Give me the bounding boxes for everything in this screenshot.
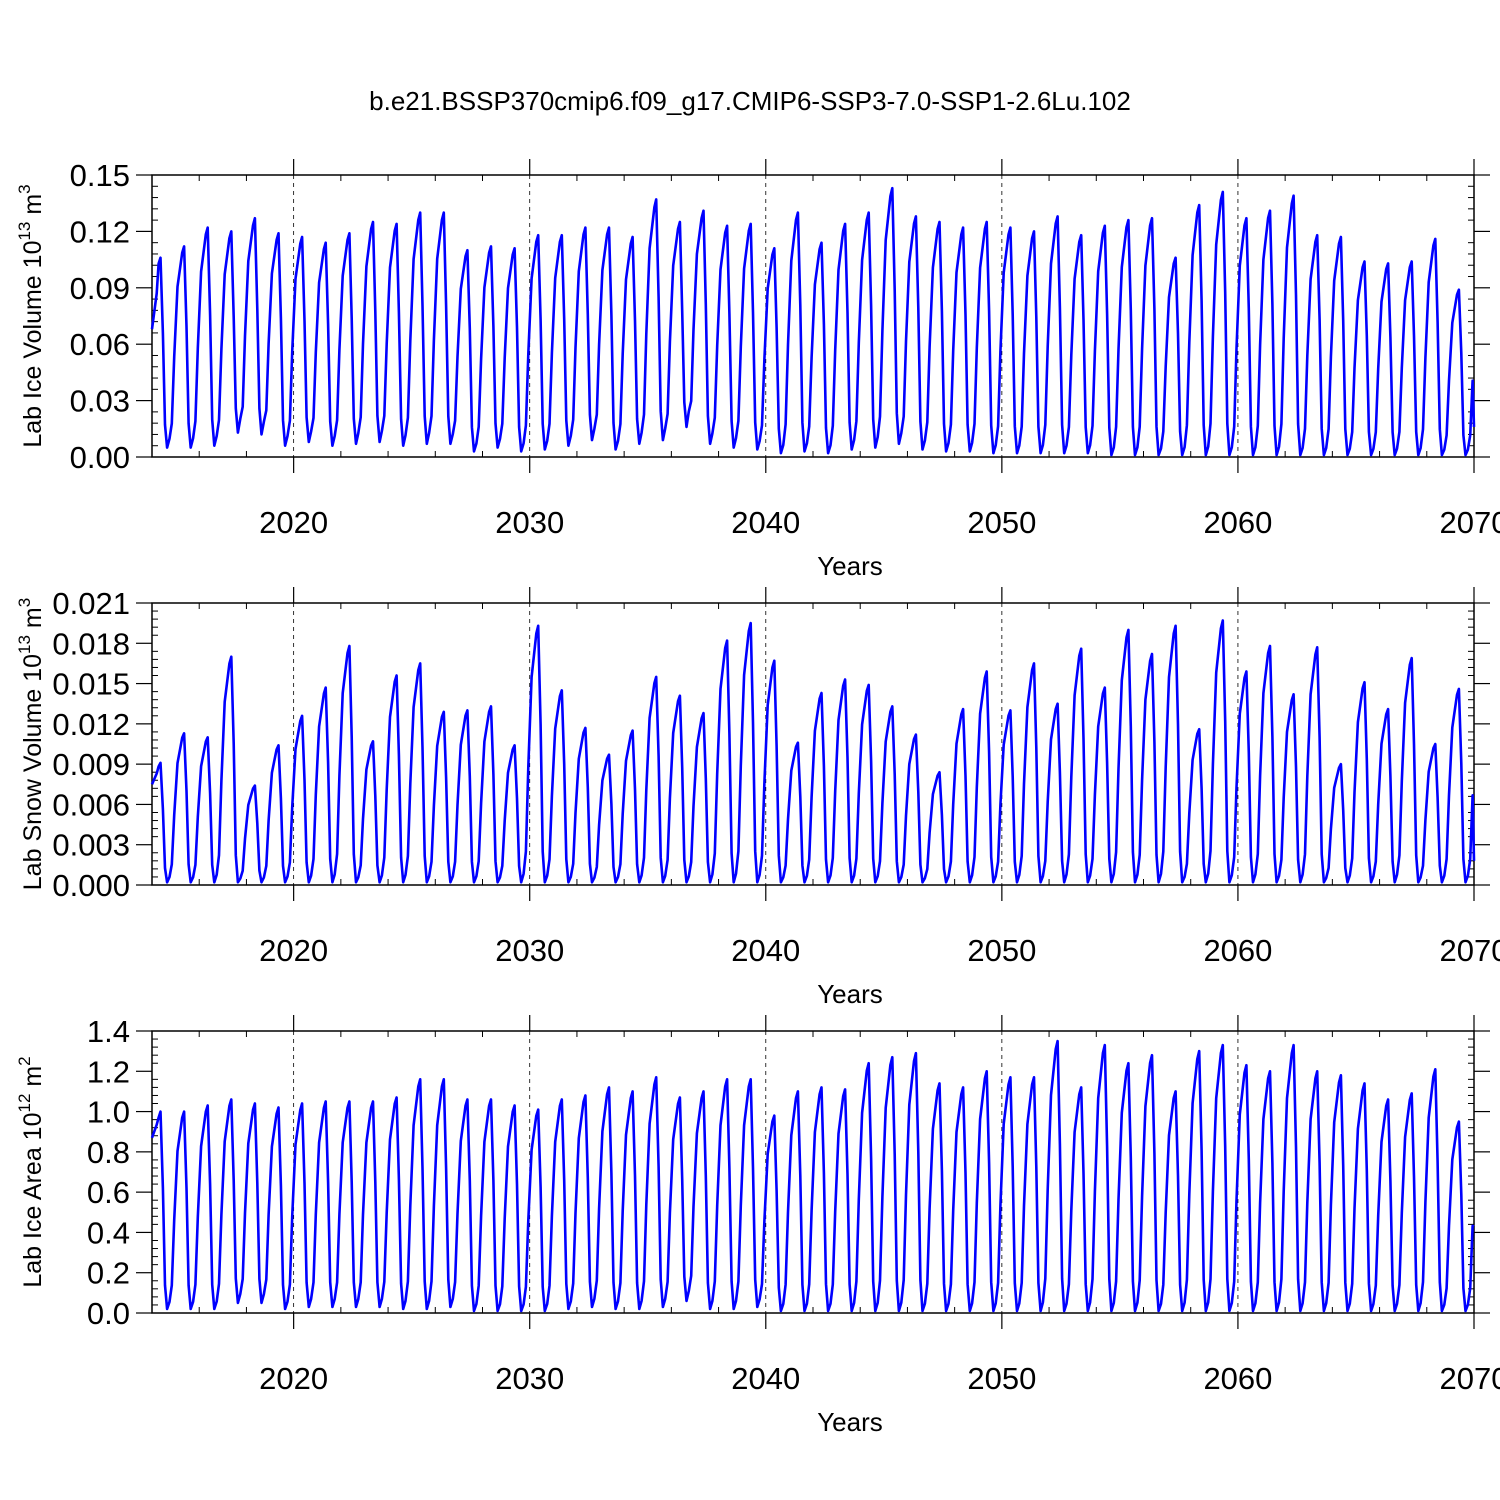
y-tick-label: 0.6 — [87, 1175, 130, 1210]
y-axis-label-text: Lab Ice Volume 10 — [19, 241, 47, 448]
x-tick-label: 2030 — [495, 505, 564, 540]
series-line-ice-volume — [150, 186, 1476, 457]
x-tick-label: 2020 — [259, 933, 328, 968]
x-tick-label: 2060 — [1203, 1361, 1272, 1396]
x-tick-label: 2040 — [731, 933, 800, 968]
y-tick-label: 0.012 — [52, 707, 130, 742]
y-axis-label-unit-exponent: 2 — [15, 1056, 34, 1065]
x-tick-label: 2070 — [1440, 1361, 1500, 1396]
y-tick-label: 0.12 — [70, 214, 130, 249]
x-tick-label: 2020 — [259, 1361, 328, 1396]
y-tick-label: 0.006 — [52, 787, 130, 822]
series-line-snow-volume — [150, 619, 1476, 884]
y-tick-label: 0.000 — [52, 868, 130, 903]
y-tick-label: 0.021 — [52, 586, 130, 621]
y-tick-label: 0.2 — [87, 1256, 130, 1291]
x-tick-label: 2020 — [259, 505, 328, 540]
y-axis-label-unit: m — [19, 1066, 47, 1094]
y-axis-label-exponent: 13 — [15, 222, 34, 241]
x-axis-label: Years — [817, 551, 883, 581]
y-tick-label: 0.4 — [87, 1215, 130, 1250]
panel-ice-volume: 0.00 0.03 0.06 0.09 0.12 0.15 2020 2030 2040 2050… — [15, 158, 1500, 581]
y-tick-label: 0.0 — [87, 1296, 130, 1331]
y-tick-label: 0.06 — [70, 327, 130, 362]
x-tick-label: 2050 — [967, 1361, 1036, 1396]
x-axis-label: Years — [817, 1407, 883, 1437]
x-tick-label: 2050 — [967, 933, 1036, 968]
y-tick-label: 0.009 — [52, 747, 130, 782]
y-axis-label: Lab Ice Area 1012 m2 — [15, 1056, 47, 1287]
x-tick-label: 2030 — [495, 1361, 564, 1396]
x-tick-label: 2070 — [1440, 505, 1500, 540]
y-axis-label-unit-exponent: 3 — [15, 184, 34, 193]
x-tick-label: 2060 — [1203, 505, 1272, 540]
y-axis-label: Lab Snow Volume 1013 m3 — [15, 598, 47, 890]
y-tick-label: 0.018 — [52, 626, 130, 661]
y-tick-label: 0.8 — [87, 1135, 130, 1170]
x-tick-label: 2060 — [1203, 933, 1272, 968]
y-tick-label: 1.4 — [87, 1014, 130, 1049]
y-axis-label-text: Lab Snow Volume 10 — [19, 654, 47, 890]
x-tick-label: 2070 — [1440, 933, 1500, 968]
y-axis-label-unit: m — [19, 194, 47, 222]
y-axis-label-unit: m — [19, 607, 47, 635]
plot-frame — [151, 1030, 1475, 1314]
panel-snow-volume: 0.000 0.003 0.006 0.009 0.012 0.015 0.018 0.021… — [15, 586, 1500, 1009]
x-tick-label: 2040 — [731, 1361, 800, 1396]
y-axis-label-unit-exponent: 3 — [15, 598, 34, 607]
y-tick-label: 0.03 — [70, 384, 130, 419]
y-tick-label: 1.2 — [87, 1054, 130, 1089]
x-tick-label: 2030 — [495, 933, 564, 968]
y-tick-label: 0.003 — [52, 828, 130, 863]
x-tick-label: 2040 — [731, 505, 800, 540]
y-tick-label: 1.0 — [87, 1095, 130, 1130]
x-axis-label: Years — [817, 979, 883, 1009]
figure-title: b.e21.BSSP370cmip6.f09_g17.CMIP6-SSP3-7.… — [369, 86, 1131, 116]
y-tick-label: 0.09 — [70, 271, 130, 306]
series-line-ice-area — [150, 1039, 1475, 1313]
y-axis-label: Lab Ice Volume 1013 m3 — [15, 184, 47, 447]
plot-frame — [151, 602, 1475, 886]
y-axis-label-text: Lab Ice Area 10 — [19, 1113, 47, 1288]
plot-frame — [151, 174, 1475, 458]
x-tick-label: 2050 — [967, 505, 1036, 540]
y-tick-label: 0.015 — [52, 667, 130, 702]
y-axis-label-exponent: 12 — [15, 1094, 34, 1113]
y-tick-label: 0.00 — [70, 440, 130, 475]
panel-ice-area: 0.0 0.2 0.4 0.6 0.8 1.0 1.2 1.4 2020 2030 2040 2050… — [15, 1014, 1500, 1437]
y-tick-label: 0.15 — [70, 158, 130, 193]
y-axis-label-exponent: 13 — [15, 635, 34, 654]
